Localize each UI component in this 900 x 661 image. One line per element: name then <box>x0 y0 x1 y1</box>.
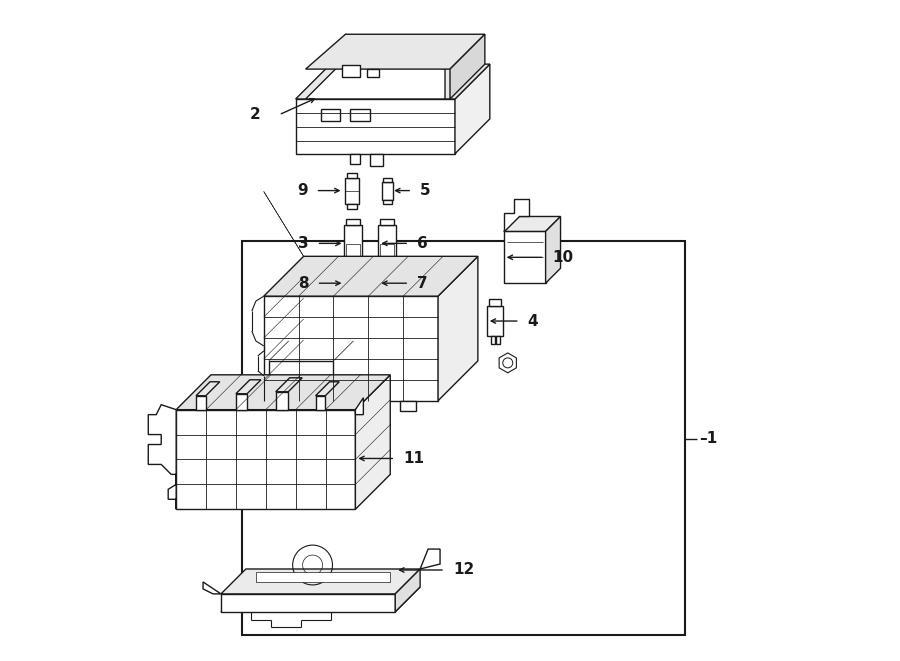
Polygon shape <box>420 549 440 569</box>
Polygon shape <box>264 296 438 401</box>
Bar <box>347 269 358 273</box>
Bar <box>489 299 500 306</box>
Bar <box>383 200 392 204</box>
Polygon shape <box>500 353 517 373</box>
Bar <box>346 178 359 204</box>
Text: 7: 7 <box>417 276 428 291</box>
Polygon shape <box>264 256 478 296</box>
Bar <box>269 361 334 396</box>
Polygon shape <box>504 231 545 283</box>
Bar <box>491 336 495 344</box>
Polygon shape <box>504 198 528 231</box>
Bar <box>381 219 394 225</box>
Bar <box>346 245 360 258</box>
Polygon shape <box>356 375 391 509</box>
Polygon shape <box>395 569 420 612</box>
Bar <box>367 69 379 77</box>
Text: 10: 10 <box>553 250 573 265</box>
Polygon shape <box>221 587 420 612</box>
Bar <box>350 109 370 121</box>
Bar <box>320 109 340 121</box>
Polygon shape <box>455 64 490 154</box>
Polygon shape <box>196 382 220 396</box>
Bar <box>345 225 363 261</box>
Bar <box>382 269 392 273</box>
Polygon shape <box>176 375 391 410</box>
Bar <box>382 293 386 298</box>
Polygon shape <box>504 217 561 231</box>
Polygon shape <box>236 394 248 410</box>
Bar <box>346 219 360 225</box>
Polygon shape <box>316 396 325 410</box>
Bar <box>346 273 360 293</box>
Text: 11: 11 <box>403 451 424 466</box>
Polygon shape <box>281 401 297 410</box>
Text: 12: 12 <box>453 563 474 578</box>
Bar <box>354 293 357 298</box>
Polygon shape <box>196 396 206 410</box>
Polygon shape <box>148 405 176 509</box>
Bar <box>242 241 685 635</box>
Polygon shape <box>306 34 485 69</box>
Polygon shape <box>296 64 490 99</box>
Polygon shape <box>350 154 360 164</box>
Bar <box>381 245 394 258</box>
Bar <box>382 261 387 269</box>
Bar <box>347 204 357 208</box>
Polygon shape <box>438 256 478 401</box>
Polygon shape <box>360 401 376 410</box>
Polygon shape <box>236 380 261 394</box>
Polygon shape <box>176 410 356 509</box>
Polygon shape <box>320 401 337 410</box>
Polygon shape <box>221 569 420 594</box>
Bar <box>382 182 393 200</box>
Text: 9: 9 <box>297 183 308 198</box>
Polygon shape <box>296 99 455 154</box>
Bar <box>343 65 360 77</box>
Bar <box>382 275 392 291</box>
Bar <box>355 261 359 269</box>
Polygon shape <box>275 378 302 392</box>
Bar <box>347 275 358 291</box>
Polygon shape <box>275 392 288 410</box>
Polygon shape <box>306 34 445 99</box>
Text: 6: 6 <box>417 236 428 251</box>
Bar <box>347 173 357 178</box>
Bar <box>387 293 392 298</box>
Bar <box>348 261 354 269</box>
Polygon shape <box>256 572 391 582</box>
Polygon shape <box>221 594 395 612</box>
Text: 4: 4 <box>527 313 538 329</box>
Bar <box>487 306 503 336</box>
Bar <box>383 178 392 182</box>
Polygon shape <box>316 382 339 396</box>
Bar <box>348 293 353 298</box>
Polygon shape <box>203 582 221 594</box>
Polygon shape <box>450 34 485 99</box>
Polygon shape <box>356 398 364 414</box>
Bar <box>378 225 396 261</box>
Bar <box>496 336 500 344</box>
Text: 3: 3 <box>298 236 309 251</box>
Polygon shape <box>400 401 416 410</box>
Polygon shape <box>545 217 561 283</box>
Text: 5: 5 <box>420 183 431 198</box>
Bar <box>388 261 393 269</box>
Text: 8: 8 <box>298 276 309 291</box>
Polygon shape <box>370 154 383 166</box>
Bar <box>379 273 394 293</box>
Text: 2: 2 <box>250 107 261 122</box>
Text: –1: –1 <box>699 431 717 446</box>
